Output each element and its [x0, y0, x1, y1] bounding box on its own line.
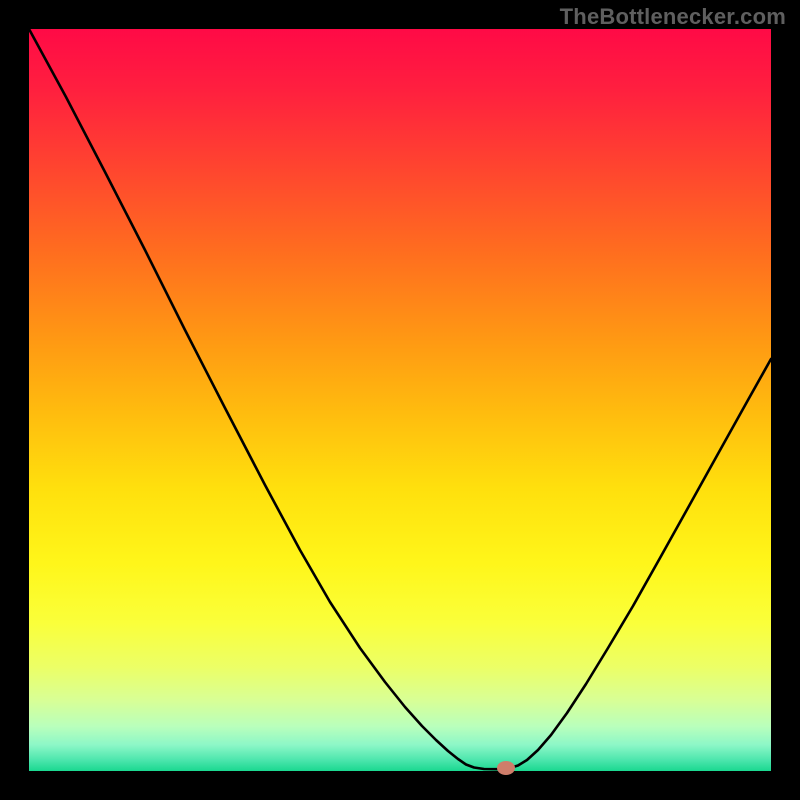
optimal-point-marker: [497, 761, 515, 775]
watermark-text: TheBottlenecker.com: [560, 4, 786, 30]
chart-background-gradient: [29, 29, 771, 771]
bottleneck-chart: [0, 0, 800, 800]
